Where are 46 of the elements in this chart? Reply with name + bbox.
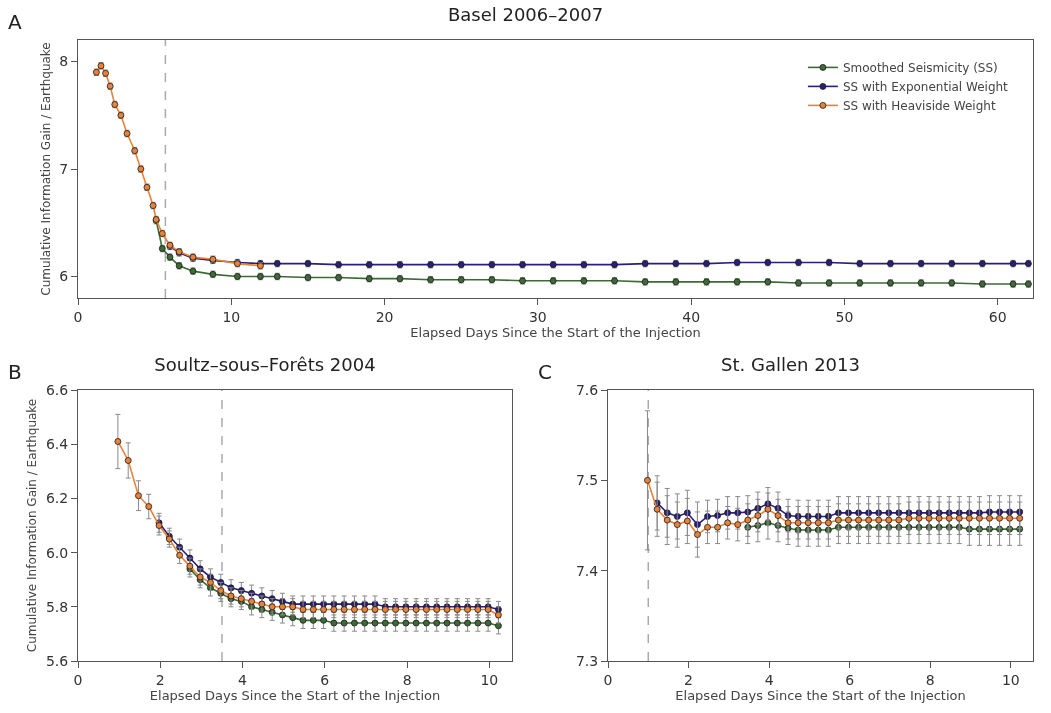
y-tick-label: 6.4: [45, 436, 69, 453]
x-tick-label: 10: [1001, 671, 1020, 688]
y-axis-title: Cumulative Information Gain / Earthquake: [25, 398, 40, 653]
x-axis-title: Elapsed Days Since the Start of the Injection: [675, 688, 966, 704]
x-tick-label: 40: [682, 308, 701, 325]
x-tick-label: 8: [925, 671, 935, 688]
y-tick-label: 7.3: [575, 652, 599, 669]
y-tick-label: 7.5: [575, 472, 599, 489]
x-tick-label: 10: [222, 308, 241, 325]
x-tick-label: 8: [402, 671, 412, 688]
y-tick-label: 5.6: [45, 652, 69, 669]
y-tick-label: 6.6: [45, 381, 69, 398]
x-tick-label: 60: [988, 308, 1007, 325]
x-tick-label: 0: [73, 308, 83, 325]
y-tick-label: 6.2: [45, 490, 69, 507]
y-tick-label: 6: [59, 268, 69, 285]
x-axis-title: Elapsed Days Since the Start of the Injection: [410, 325, 701, 341]
x-axis-title: Elapsed Days Since the Start of the Injection: [149, 688, 441, 704]
y-tick-label: 7.4: [575, 562, 599, 579]
y-tick-label: 7.6: [575, 381, 599, 398]
y-tick-label: 7: [59, 160, 69, 177]
y-axis-title: Cumulative Information Gain / Earthquake: [38, 42, 53, 296]
x-tick-label: 10: [480, 671, 499, 688]
y-tick-label: 8: [59, 53, 69, 70]
x-tick-label: 0: [603, 671, 613, 688]
chart-title: Basel 2006–2007: [447, 3, 604, 25]
x-tick-label: 4: [764, 671, 774, 688]
chart-title: St. Gallen 2013: [721, 353, 860, 375]
chart-title: Soultz–sous–Forêts 2004: [154, 353, 376, 375]
legend-label: Smoothed Seismicity (SS): [842, 61, 998, 76]
legend-label: SS with Exponential Weight: [842, 80, 1009, 95]
x-tick-label: 20: [375, 308, 394, 325]
x-tick-label: 0: [73, 671, 83, 688]
x-tick-label: 2: [155, 671, 165, 688]
x-tick-label: 4: [238, 671, 248, 688]
y-tick-label: 5.8: [45, 598, 69, 615]
x-tick-label: 2: [684, 671, 694, 688]
text: A: [8, 10, 22, 34]
legend-label: SS with Heaviside Weight: [842, 99, 996, 114]
y-tick-label: 6.0: [45, 544, 69, 561]
x-tick-label: 50: [835, 308, 854, 325]
text: C: [538, 360, 552, 384]
x-tick-label: 30: [528, 308, 547, 325]
x-tick-label: 6: [845, 671, 855, 688]
x-tick-label: 6: [320, 671, 330, 688]
text: B: [8, 360, 22, 384]
